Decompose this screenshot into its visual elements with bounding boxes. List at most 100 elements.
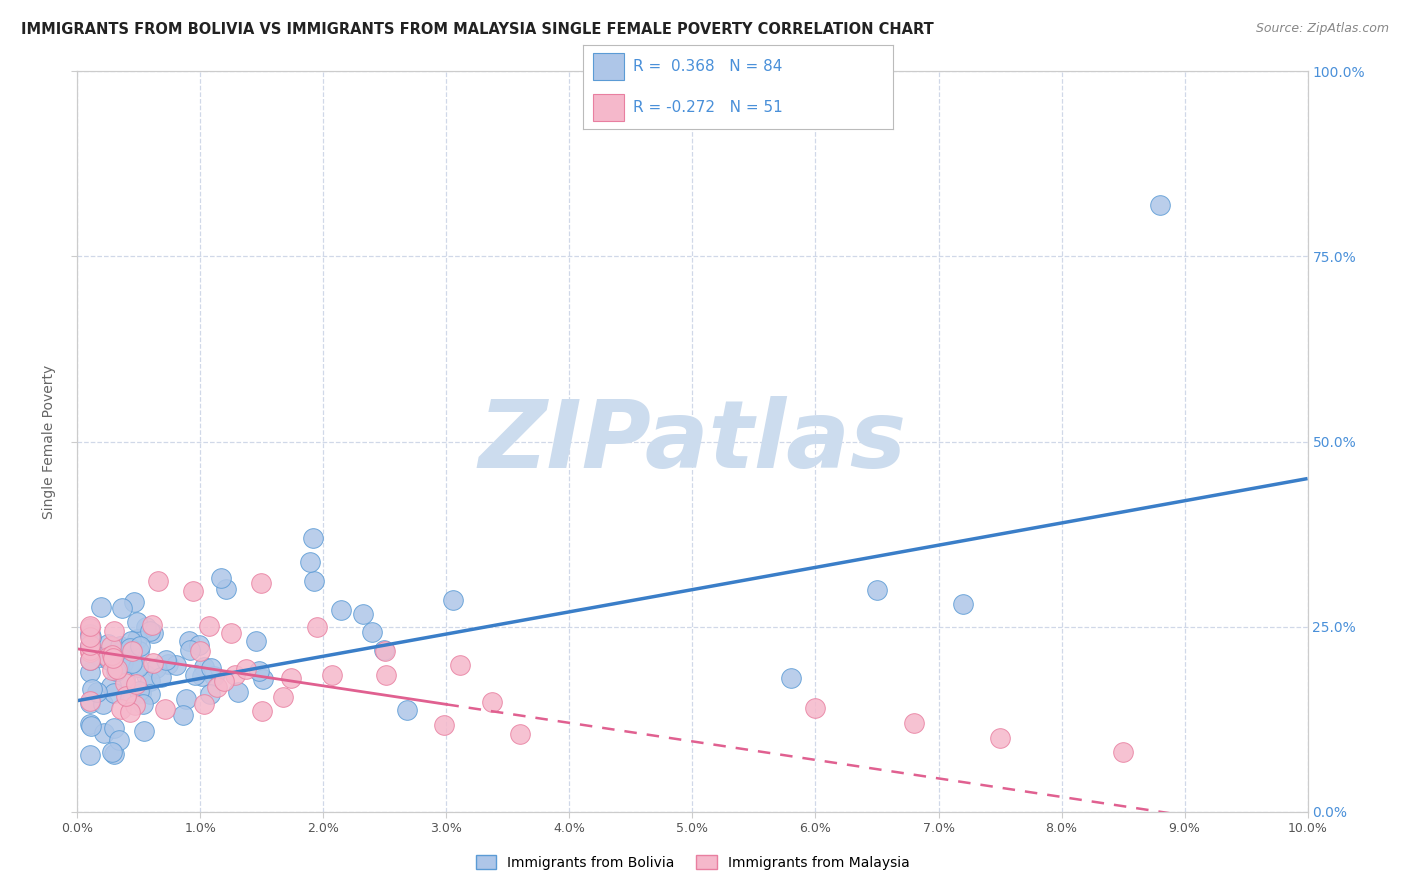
Point <box>200 687 222 701</box>
Point <box>191 669 214 683</box>
Point <box>139 687 162 701</box>
Point <box>104 665 127 679</box>
Point <box>179 634 201 648</box>
Point <box>91 697 114 711</box>
Point <box>79 748 101 763</box>
Point <box>155 653 177 667</box>
Point <box>209 571 232 585</box>
Point <box>79 630 101 644</box>
Point <box>79 626 101 640</box>
Point <box>114 675 136 690</box>
Point <box>118 705 141 719</box>
Point <box>112 642 135 657</box>
Point <box>156 657 179 671</box>
Point <box>219 626 242 640</box>
Point <box>129 639 152 653</box>
Point <box>110 702 132 716</box>
Point <box>120 640 142 655</box>
Text: ZIPatlas: ZIPatlas <box>478 395 907 488</box>
Point <box>127 660 149 674</box>
Point <box>280 671 302 685</box>
Point <box>89 650 111 665</box>
Point <box>352 607 374 621</box>
Point <box>146 574 169 588</box>
Point <box>299 555 322 569</box>
Point <box>124 698 146 713</box>
Point <box>252 672 274 686</box>
Point <box>202 669 225 683</box>
Point <box>207 680 229 694</box>
Point <box>107 732 129 747</box>
Point <box>100 679 122 693</box>
Point <box>135 620 157 634</box>
Point <box>86 685 108 699</box>
Point <box>103 747 125 761</box>
Point <box>79 638 101 652</box>
Point <box>142 626 165 640</box>
Point <box>441 593 464 607</box>
Point <box>80 681 103 696</box>
Point <box>111 600 134 615</box>
Point <box>98 653 121 667</box>
Point <box>153 702 176 716</box>
Point <box>374 644 396 658</box>
Point <box>114 689 136 703</box>
Point <box>952 598 974 612</box>
Legend: Immigrants from Bolivia, Immigrants from Malaysia: Immigrants from Bolivia, Immigrants from… <box>470 849 915 875</box>
Point <box>103 685 125 699</box>
Point <box>181 584 204 599</box>
Point <box>866 582 889 597</box>
Point <box>247 665 270 679</box>
Point <box>108 639 131 653</box>
Text: IMMIGRANTS FROM BOLIVIA VS IMMIGRANTS FROM MALAYSIA SINGLE FEMALE POVERTY CORREL: IMMIGRANTS FROM BOLIVIA VS IMMIGRANTS FR… <box>21 22 934 37</box>
Point <box>1149 197 1171 211</box>
Point <box>804 701 827 715</box>
Point <box>101 648 124 662</box>
Point <box>125 632 148 646</box>
Point <box>145 661 167 675</box>
Point <box>329 603 352 617</box>
Point <box>121 643 143 657</box>
Point <box>79 653 101 667</box>
Point <box>200 661 222 675</box>
Point <box>97 650 120 665</box>
Point <box>128 684 150 698</box>
Point <box>226 685 249 699</box>
Point <box>1112 746 1135 760</box>
Point <box>373 643 395 657</box>
Point <box>250 575 273 590</box>
Point <box>79 696 101 710</box>
Point <box>80 719 103 733</box>
Point <box>79 643 101 657</box>
Point <box>79 717 101 731</box>
Point <box>135 668 157 682</box>
Point <box>193 697 215 711</box>
Point <box>79 645 101 659</box>
Point <box>179 643 201 657</box>
Point <box>197 619 219 633</box>
Point <box>235 662 257 676</box>
Point <box>305 620 328 634</box>
Point <box>97 637 120 651</box>
Point <box>150 670 173 684</box>
Point <box>103 624 125 638</box>
Point <box>101 663 124 677</box>
Point <box>374 668 396 682</box>
Point <box>302 531 325 545</box>
Point <box>142 656 165 670</box>
Point <box>132 724 155 739</box>
Point <box>114 672 136 686</box>
Point <box>100 639 122 653</box>
Point <box>105 661 128 675</box>
Point <box>139 624 162 639</box>
Point <box>481 695 503 709</box>
Point <box>188 638 211 652</box>
Point <box>139 674 162 689</box>
Point <box>245 634 267 648</box>
Point <box>79 665 101 679</box>
Point <box>183 667 205 681</box>
Point <box>128 644 150 658</box>
Point <box>80 631 103 645</box>
Point <box>90 599 112 614</box>
Point <box>396 702 419 716</box>
